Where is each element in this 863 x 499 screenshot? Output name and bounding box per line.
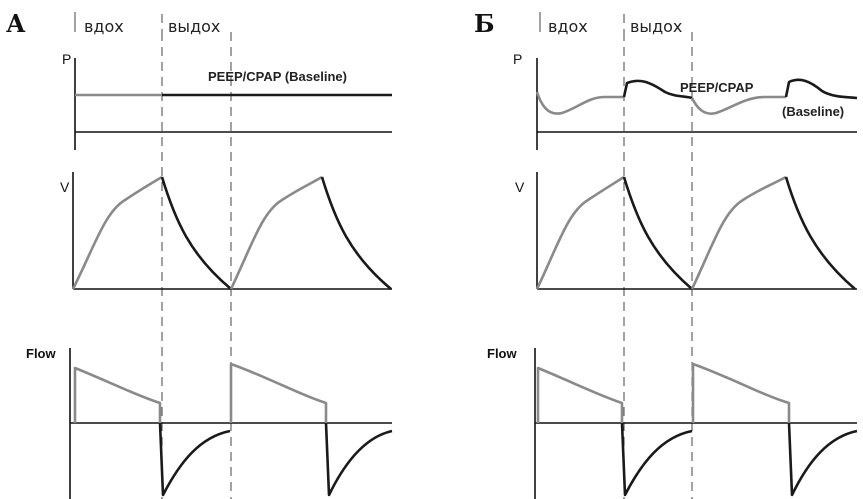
- panel-b-letter: Б: [474, 9, 495, 38]
- panel-b-phase-exhale: выдох: [630, 17, 682, 36]
- panel-b-pressure-expiration-2: [784, 78, 858, 100]
- panel-a-pressure-annotation: PEEP/CPAP (Baseline): [208, 69, 347, 84]
- panel-b-pressure-annotation: PEEP/CPAP: [680, 80, 754, 95]
- panel-a-flow-expiration-1: [158, 422, 231, 497]
- panel-b-volume-label: V: [515, 179, 525, 195]
- panel-b-flow-inspiration-1: [536, 366, 624, 423]
- panel-a-flow-inspiration-1: [73, 366, 162, 423]
- panel-a-volume-expiration-2: [320, 176, 392, 291]
- panel-a-flow-inspiration-2: [229, 362, 328, 423]
- panel-b-pressure-inspiration-1: [535, 91, 624, 115]
- panel-a-volume-inspiration-2: [229, 175, 323, 290]
- panel-a-letter: А: [6, 9, 26, 38]
- panel-b-volume-expiration-2: [784, 176, 856, 290]
- panel-b-flow-inspiration-2: [691, 362, 791, 423]
- panel-b-flow-expiration-1: [620, 422, 693, 497]
- panel-a-pressure-label: P: [62, 51, 71, 67]
- panel-b-flow-label: Flow: [487, 346, 517, 361]
- panel-a-flow-label: Flow: [26, 346, 56, 361]
- panel-a-volume-inspiration-1: [71, 175, 163, 290]
- panel-a-phase-inhale: вдох: [84, 17, 124, 36]
- panel-a-volume-expiration-1: [160, 176, 232, 291]
- panel-b-volume-inspiration-1: [535, 175, 625, 290]
- panel-a: А вдох выдох P PEEP/CPAP (Baseline) V Fl…: [6, 9, 393, 499]
- panel-a-phase-exhale: выдох: [168, 17, 220, 36]
- panel-a-volume-label: V: [60, 179, 70, 195]
- panel-b-pressure-annotation-baseline: (Baseline): [782, 104, 844, 119]
- panel-b-flow-expiration-2: [787, 422, 858, 497]
- panel-b-volume-expiration-1: [622, 176, 693, 290]
- panel-b-phase-inhale: вдох: [548, 17, 588, 36]
- panel-b-volume-inspiration-2: [690, 175, 787, 290]
- panel-a-flow-expiration-2: [324, 422, 393, 497]
- panel-b-pressure-label: P: [513, 51, 522, 67]
- panel-b: Б вдох выдох P PEEP/CPAP (Baseline) V Fl…: [474, 9, 858, 499]
- panel-b-pressure-expiration-1: [622, 79, 693, 100]
- panel-b-pressure-inspiration-2: [690, 95, 786, 115]
